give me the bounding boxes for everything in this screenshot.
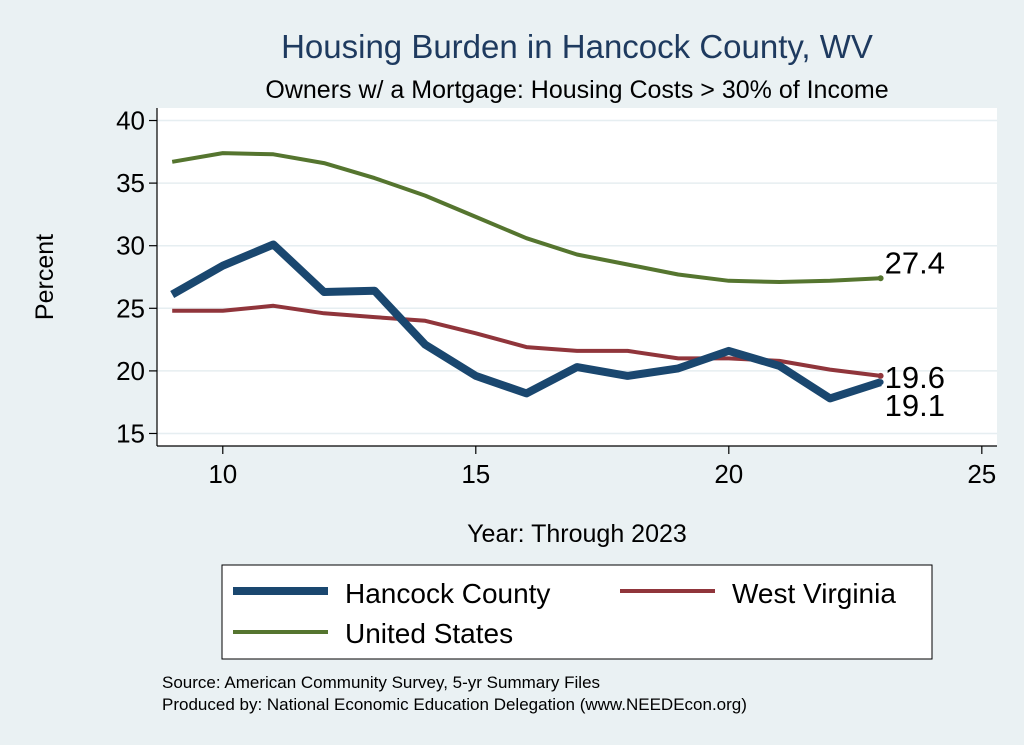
series-end-point <box>877 379 884 386</box>
y-tick-label: 30 <box>116 231 145 261</box>
legend-label-hancock: Hancock County <box>345 578 550 609</box>
x-tick-label: 25 <box>967 459 996 489</box>
y-tick-label: 15 <box>116 418 145 448</box>
produced-by-note: Produced by: National Economic Education… <box>162 695 747 714</box>
legend-label-united-states: United States <box>345 618 513 649</box>
y-tick-label: 40 <box>116 106 145 136</box>
series-end-point <box>877 275 884 282</box>
source-note: Source: American Community Survey, 5-yr … <box>162 673 600 692</box>
series-line-2 <box>171 151 881 284</box>
series-end-label: 19.6 <box>885 360 945 395</box>
legend: Hancock County West Virginia United Stat… <box>221 564 933 660</box>
y-tick-label: 25 <box>116 293 145 323</box>
series-end-label: 19.1 <box>885 388 945 423</box>
legend-label-west-virginia: West Virginia <box>732 578 896 609</box>
y-tick-label: 35 <box>116 168 145 198</box>
series-end-point <box>877 372 884 379</box>
axes <box>156 108 997 447</box>
x-axis-label: Year: Through 2023 <box>467 520 687 548</box>
end-labels: 27.4 19.619.1 <box>885 245 945 423</box>
y-tick-label: 20 <box>116 356 145 386</box>
chart-title: Housing Burden in Hancock County, WV <box>281 28 873 65</box>
y-ticks: 15 20 25 30 35 40 <box>116 106 157 448</box>
chart-subtitle: Owners w/ a Mortgage: Housing Costs > 30… <box>265 76 888 104</box>
x-ticks: 10 15 20 25 <box>208 446 996 489</box>
x-tick-label: 15 <box>461 459 490 489</box>
series-lines <box>170 151 884 403</box>
y-axis-label: Percent <box>31 234 59 320</box>
legend-box <box>221 564 933 660</box>
x-tick-label: 10 <box>208 459 237 489</box>
x-tick-label: 20 <box>714 459 743 489</box>
series-line-0 <box>170 240 882 403</box>
series-end-label: 27.4 <box>885 245 945 280</box>
